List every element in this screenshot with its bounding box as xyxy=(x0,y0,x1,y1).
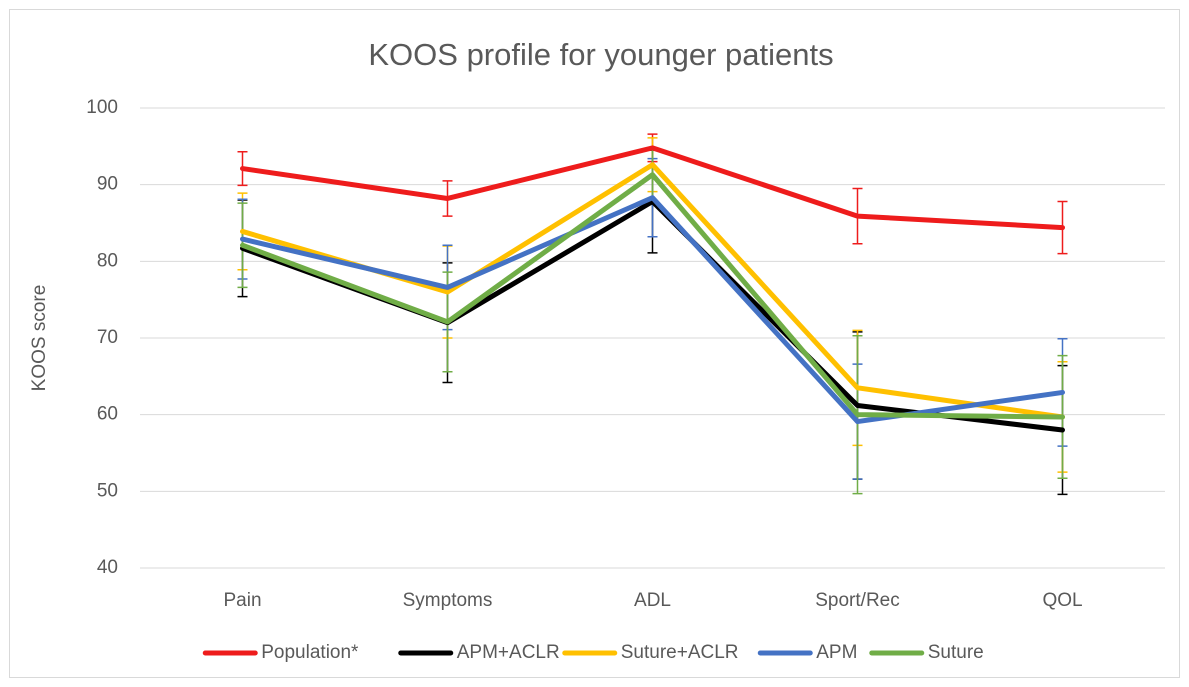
legend-label: Suture xyxy=(928,642,984,663)
x-tick-label: Sport/Rec xyxy=(815,590,899,611)
legend-label: APM xyxy=(816,642,857,663)
legend-label: Suture+ACLR xyxy=(621,642,739,663)
x-tick-label: ADL xyxy=(634,590,671,611)
y-tick-label: 60 xyxy=(97,404,118,425)
series-line xyxy=(240,145,1065,231)
x-tick-label: Symptoms xyxy=(403,590,493,611)
series-line xyxy=(240,172,1065,420)
y-tick-label: 40 xyxy=(97,557,118,578)
chart-title: KOOS profile for younger patients xyxy=(368,37,833,72)
x-tick-label: Pain xyxy=(223,590,261,611)
legend-label: APM+ACLR xyxy=(457,642,560,663)
legend-label: Population* xyxy=(261,642,359,663)
x-tick-label: QOL xyxy=(1042,590,1082,611)
chart-border xyxy=(9,9,1180,678)
y-tick-label: 70 xyxy=(97,327,118,348)
y-axis-label: KOOS score xyxy=(29,285,50,392)
y-tick-label: 90 xyxy=(97,174,118,195)
y-tick-label: 50 xyxy=(97,480,118,501)
y-tick-label: 100 xyxy=(86,97,118,118)
series-line xyxy=(240,195,1065,425)
y-tick-label: 80 xyxy=(97,250,118,271)
